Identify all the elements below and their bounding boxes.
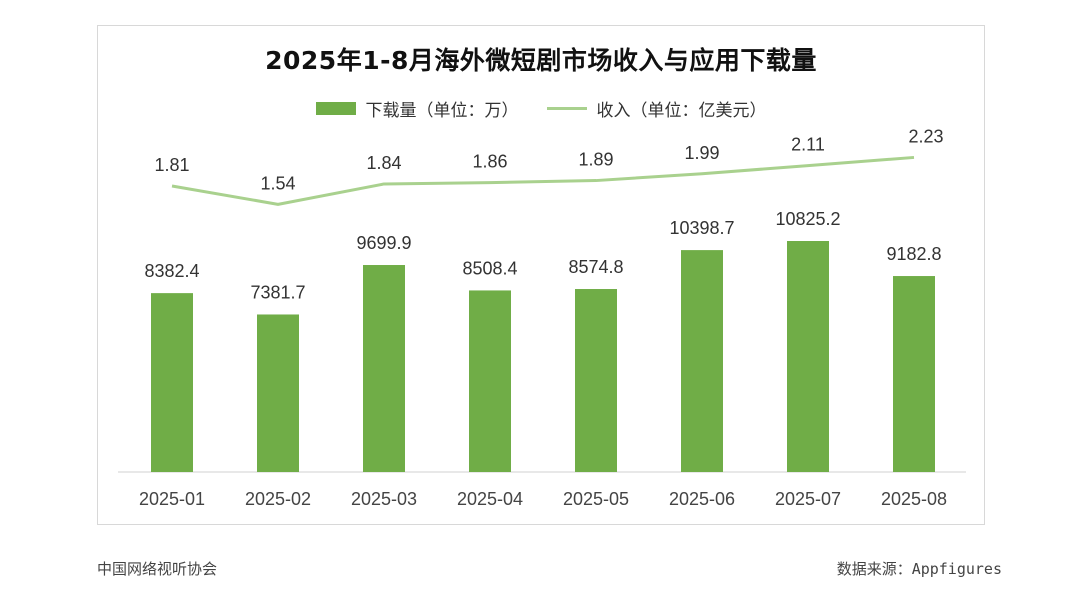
x-tick-label: 2025-08 (881, 489, 947, 509)
bar-value-label: 8382.4 (144, 261, 199, 281)
legend-entry-downloads: 下载量（单位：万） (315, 96, 519, 121)
chart-title: 2025年1-8月海外微短剧市场收入与应用下载量 (265, 46, 817, 75)
bar-2025-04 (469, 290, 511, 472)
x-tick-label: 2025-05 (563, 489, 629, 509)
x-tick-label: 2025-07 (775, 489, 841, 509)
line-value-label: 1.89 (578, 150, 613, 170)
bar-2025-06 (681, 250, 723, 472)
legend-swatch-line (546, 107, 587, 110)
x-tick-label: 2025-03 (351, 489, 417, 509)
plot-area: 8382.4 2025-01 7381.7 2025-02 9699.9 2025-03 8… (118, 126, 966, 509)
bar-value-label: 8508.4 (462, 258, 517, 278)
bar-2025-05 (575, 289, 617, 472)
bar-value-label: 8574.8 (568, 257, 623, 277)
line-value-label: 1.81 (154, 155, 189, 175)
x-tick-label: 2025-06 (669, 489, 735, 509)
bar-2025-02 (257, 314, 299, 472)
line-value-label: 2.23 (908, 126, 943, 146)
line-value-label: 1.84 (366, 153, 401, 173)
bar-2025-01 (151, 293, 193, 472)
line-value-label: 1.99 (684, 143, 719, 163)
footer-source-org: 中国网络视听协会 (97, 560, 218, 578)
line-value-label: 2.11 (791, 135, 825, 155)
legend-label-revenue: 收入（单位：亿美元） (596, 101, 767, 121)
revenue-line (171, 155, 915, 206)
x-tick-label: 2025-01 (139, 489, 205, 509)
bar-2025-03 (363, 265, 405, 472)
bar-value-label: 10825.2 (775, 209, 840, 229)
bar-2025-07 (787, 241, 829, 472)
bar-value-label: 7381.7 (250, 282, 305, 302)
legend-entry-revenue: 收入（单位：亿美元） (546, 96, 767, 121)
bar-2025-08 (893, 276, 935, 472)
legend-swatch-bar (315, 102, 356, 115)
legend: 下载量（单位：万） 收入（单位：亿美元） (98, 96, 984, 121)
line-value-label: 1.54 (260, 173, 295, 193)
legend-label-downloads: 下载量（单位：万） (365, 101, 519, 121)
bar-value-label: 9699.9 (356, 233, 411, 253)
x-tick-label: 2025-04 (457, 489, 523, 509)
line-value-label: 1.86 (472, 152, 507, 172)
bar-value-label: 9182.8 (886, 244, 941, 264)
x-tick-label: 2025-02 (245, 489, 311, 509)
chart-frame: 2025年1-8月海外微短剧市场收入与应用下载量 下载量（单位：万） 收入（单位… (97, 25, 985, 525)
bar-value-label: 10398.7 (669, 218, 734, 238)
footer-data-source: 数据来源：Appfigures (836, 560, 1002, 578)
